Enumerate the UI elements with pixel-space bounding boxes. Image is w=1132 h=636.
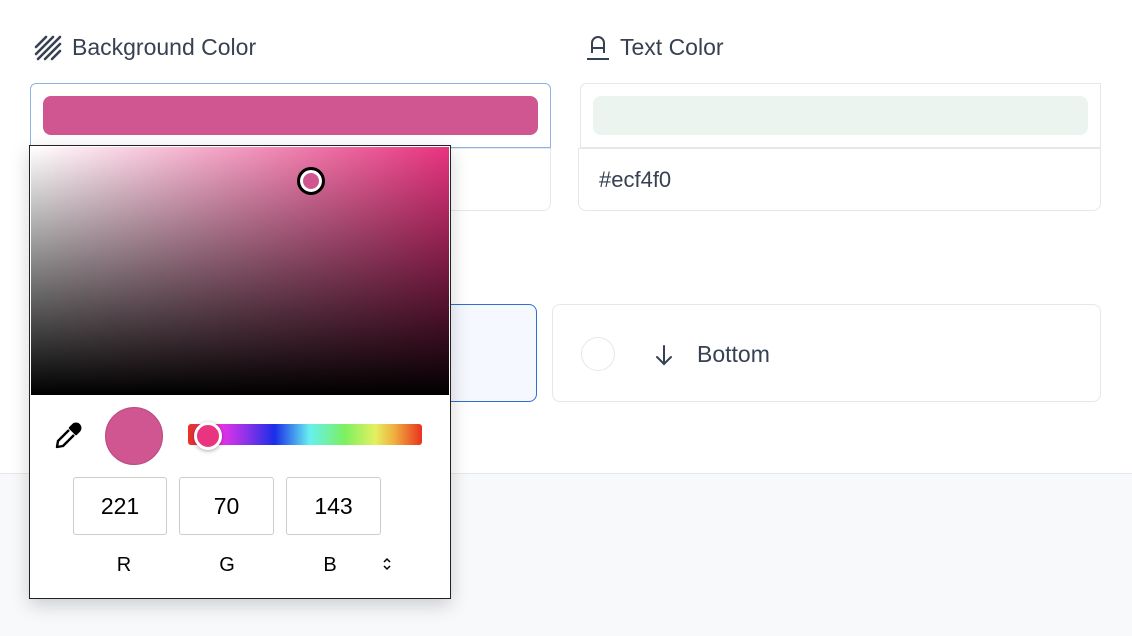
current-color-swatch [105, 407, 163, 465]
blue-label: B [323, 554, 337, 576]
chevron-up-down-icon[interactable] [381, 556, 393, 572]
text-color-swatch-field[interactable] [580, 83, 1101, 148]
red-label: R [116, 554, 132, 576]
hue-slider[interactable] [188, 424, 422, 445]
hue-slider-thumb[interactable] [194, 422, 222, 450]
eyedropper-icon[interactable] [52, 420, 84, 452]
color-picker-popup: 221 70 143 R G B [29, 145, 451, 599]
green-label: G [219, 554, 235, 576]
text-color-hex-input[interactable]: #ecf4f0 [578, 148, 1101, 211]
text-color-hex-value[interactable]: #ecf4f0 [599, 166, 672, 192]
text-color-swatch[interactable] [593, 96, 1088, 135]
red-input[interactable]: 221 [73, 477, 167, 535]
saturation-pointer[interactable] [297, 167, 325, 195]
blue-input[interactable]: 143 [286, 477, 381, 535]
radio-button[interactable] [581, 337, 615, 371]
text-underline-icon [587, 35, 609, 60]
saturation-area[interactable] [31, 147, 449, 395]
background-color-swatch[interactable] [43, 96, 538, 135]
background-color-label: Background Color [34, 34, 256, 61]
position-option-bottom[interactable]: Bottom [552, 304, 1101, 402]
green-input[interactable]: 70 [179, 477, 274, 535]
text-color-label: Text Color [586, 34, 724, 61]
background-color-swatch-field[interactable] [30, 83, 551, 148]
diagonal-lines-icon [34, 35, 62, 60]
background-color-title: Background Color [72, 34, 257, 60]
arrow-down-icon [656, 345, 672, 366]
bottom-option-label: Bottom [697, 341, 770, 367]
text-color-title: Text Color [620, 34, 724, 60]
